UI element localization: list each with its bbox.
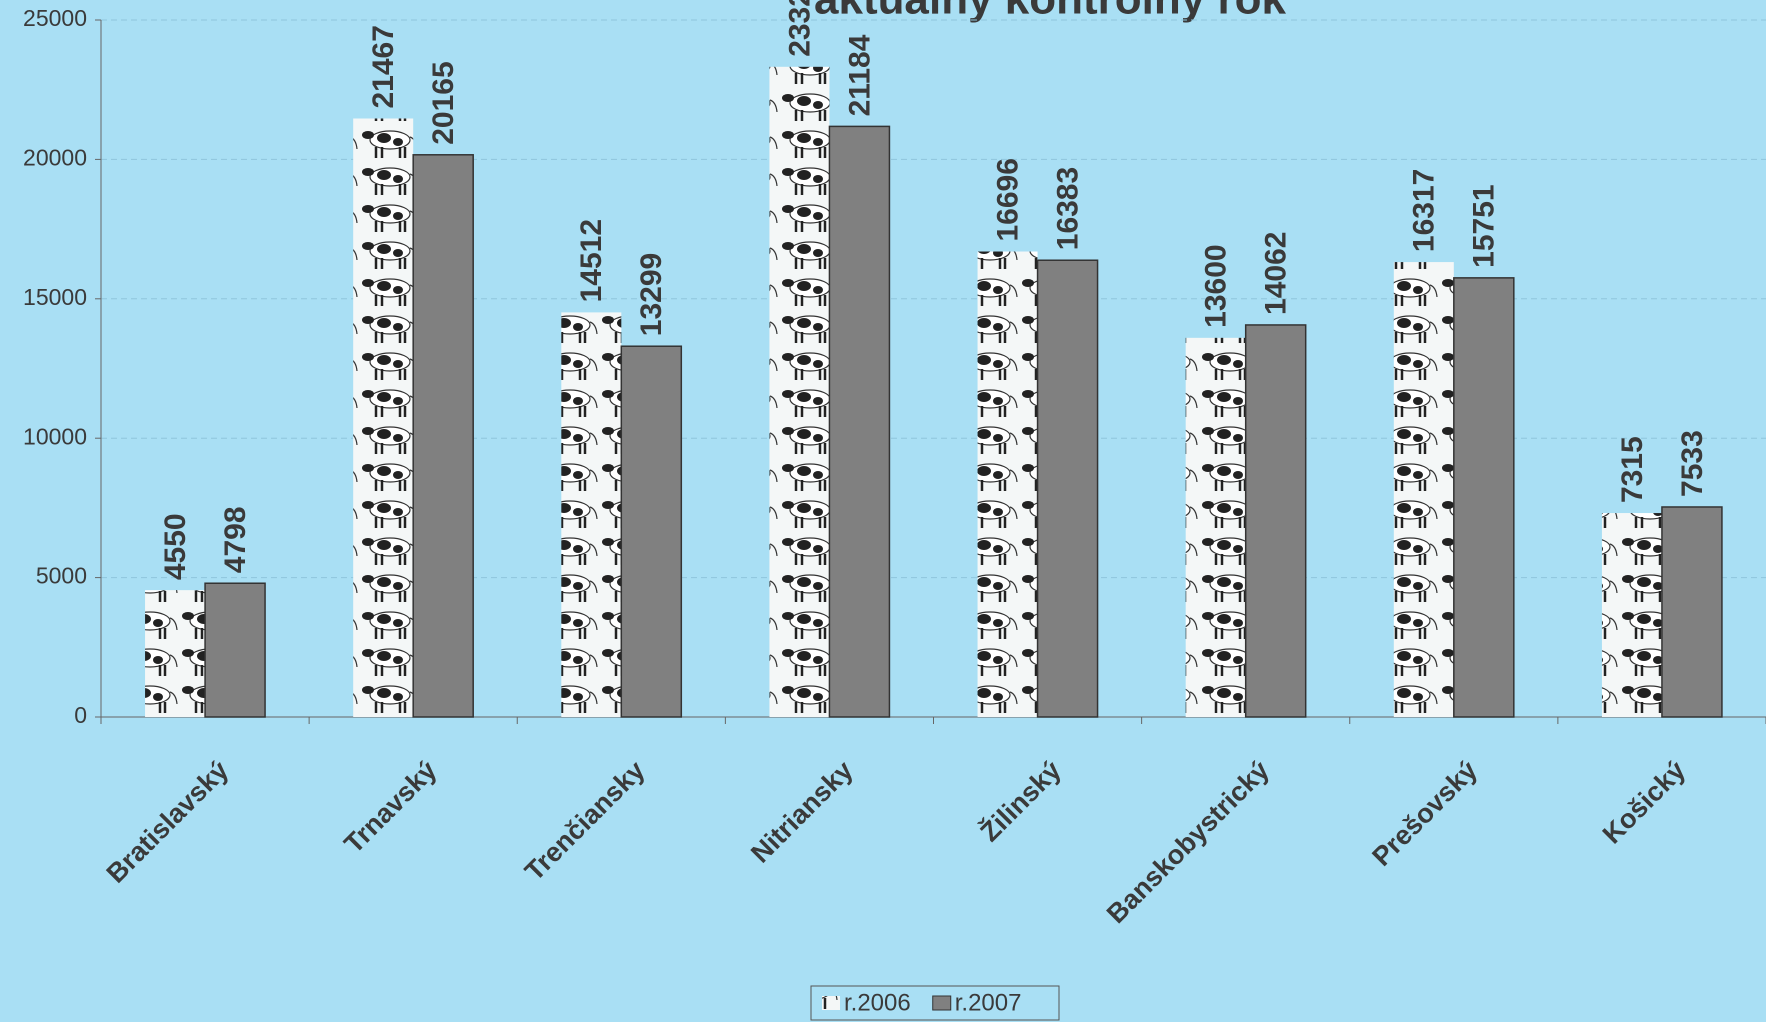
- bar: [1453, 277, 1515, 718]
- value-label: 16317: [1408, 169, 1441, 252]
- bar: [1601, 513, 1662, 717]
- x-tick-label: Nitriansky: [745, 755, 859, 869]
- bar: [769, 66, 830, 717]
- bar: [1393, 262, 1454, 717]
- bar: [1185, 337, 1246, 717]
- value-label: 16383: [1051, 167, 1084, 250]
- chart-title: aktuálny kontrolný rok: [814, 0, 1286, 24]
- value-label: 15751: [1468, 184, 1501, 267]
- bar: [977, 251, 1038, 718]
- x-tick-label: Bratislavský: [101, 755, 235, 889]
- bar: [145, 590, 206, 717]
- x-tick-label: Žilinský: [974, 754, 1067, 847]
- y-tick-label: 15000: [23, 284, 87, 310]
- bar: [204, 582, 266, 718]
- bar: [561, 312, 622, 717]
- y-tick-label: 0: [74, 702, 87, 728]
- value-label: 13299: [635, 253, 668, 336]
- bar: [353, 118, 414, 717]
- bar: [828, 125, 891, 718]
- x-tick-label: Košický: [1597, 755, 1691, 849]
- value-label: 20165: [427, 61, 460, 144]
- y-tick-label: 25000: [23, 5, 87, 31]
- value-label: 4550: [159, 513, 192, 580]
- x-tick-label: Prešovský: [1366, 755, 1483, 872]
- x-tick-label: Banskobystrický: [1101, 755, 1275, 929]
- value-label: 7315: [1616, 436, 1649, 503]
- value-label: 14062: [1260, 232, 1293, 315]
- bar: [1036, 259, 1099, 718]
- y-tick-label: 10000: [23, 423, 87, 449]
- bar: [1244, 324, 1307, 718]
- value-label: 13600: [1200, 244, 1233, 327]
- bar: [1661, 506, 1723, 718]
- legend-label: r.2006: [844, 989, 911, 1016]
- legend-label: r.2007: [955, 989, 1022, 1016]
- value-label: 7533: [1676, 430, 1709, 497]
- value-label: 21467: [367, 25, 400, 108]
- bar: [412, 154, 474, 718]
- x-tick-label: Trnavský: [338, 755, 442, 859]
- value-label: 23321: [783, 0, 816, 57]
- bar: [620, 345, 683, 718]
- y-tick-label: 20000: [23, 144, 87, 170]
- x-tick-label: Trenčiansky: [519, 755, 651, 887]
- value-label: 14512: [575, 219, 608, 302]
- value-label: 16696: [991, 158, 1024, 241]
- y-tick-label: 5000: [36, 563, 87, 589]
- legend: r.2006 r.2007: [810, 985, 1060, 1021]
- legend-swatch: [932, 995, 952, 1011]
- legend-swatch: [822, 996, 840, 1010]
- value-label: 4798: [219, 506, 252, 573]
- value-label: 21184: [843, 34, 876, 116]
